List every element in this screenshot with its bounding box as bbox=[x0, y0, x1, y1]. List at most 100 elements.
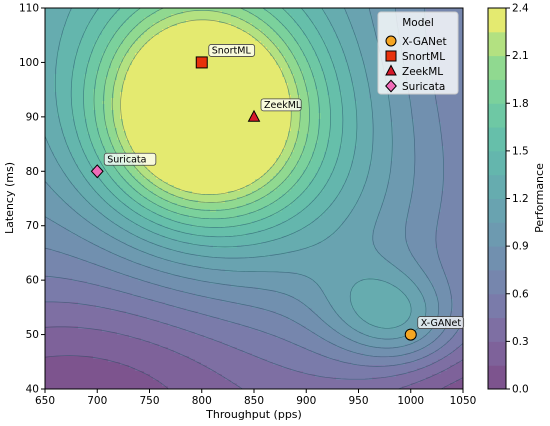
contour-cell bbox=[72, 383, 76, 387]
contour-cell bbox=[84, 56, 88, 60]
contour-cell bbox=[90, 230, 94, 234]
contour-cell bbox=[60, 188, 64, 192]
contour-cell bbox=[84, 326, 88, 330]
contour-cell bbox=[78, 341, 82, 345]
contour-cell bbox=[114, 332, 118, 336]
contour-cell bbox=[96, 320, 100, 324]
contour-cell bbox=[102, 344, 106, 348]
contour-cell bbox=[84, 158, 88, 162]
contour-cell bbox=[69, 29, 73, 33]
contour-cell bbox=[108, 209, 112, 213]
contour-cell bbox=[45, 65, 49, 69]
contour-cell bbox=[123, 8, 127, 12]
contour-cell bbox=[84, 53, 88, 57]
contour-cell bbox=[63, 218, 67, 222]
contour-cell bbox=[84, 110, 88, 114]
contour-cell bbox=[132, 335, 136, 339]
contour-cell bbox=[159, 140, 163, 144]
contour-cell bbox=[147, 254, 151, 258]
contour-cell bbox=[108, 77, 112, 81]
contour-cell bbox=[78, 131, 82, 135]
contour-cell bbox=[111, 287, 115, 291]
contour-cell bbox=[96, 203, 100, 207]
contour-cell bbox=[120, 68, 124, 72]
contour-cell bbox=[153, 263, 157, 267]
contour-cell bbox=[69, 302, 73, 306]
contour-cell bbox=[84, 83, 88, 87]
contour-cell bbox=[63, 164, 67, 168]
contour-cell bbox=[81, 122, 85, 126]
contour-cell bbox=[72, 104, 76, 108]
contour-cell bbox=[114, 146, 118, 150]
contour-cell bbox=[57, 122, 61, 126]
contour-cell bbox=[108, 245, 112, 249]
contour-cell bbox=[150, 113, 154, 117]
contour-cell bbox=[126, 101, 130, 105]
contour-cell bbox=[138, 245, 142, 249]
contour-cell bbox=[87, 179, 91, 183]
contour-cell bbox=[75, 125, 79, 129]
contour-cell bbox=[69, 101, 73, 105]
contour-cell bbox=[123, 89, 127, 93]
contour-cell bbox=[138, 362, 142, 366]
contour-cell bbox=[132, 149, 136, 153]
contour-cell bbox=[78, 65, 82, 69]
contour-cell bbox=[45, 257, 49, 261]
contour-cell bbox=[150, 179, 154, 183]
contour-cell bbox=[153, 332, 157, 336]
contour-cell bbox=[84, 374, 88, 378]
contour-cell bbox=[111, 185, 115, 189]
contour-cell bbox=[87, 365, 91, 369]
contour-cell bbox=[126, 176, 130, 180]
contour-cell bbox=[75, 98, 79, 102]
contour-cell bbox=[126, 368, 130, 372]
contour-cell bbox=[45, 221, 49, 225]
contour-cell bbox=[69, 263, 73, 267]
contour-cell bbox=[84, 11, 88, 15]
contour-cell bbox=[72, 8, 76, 12]
contour-cell bbox=[111, 119, 115, 123]
contour-cell bbox=[48, 125, 52, 129]
contour-cell bbox=[96, 107, 100, 111]
contour-cell bbox=[63, 74, 67, 78]
contour-cell bbox=[135, 68, 139, 72]
contour-cell bbox=[120, 14, 124, 18]
contour-cell bbox=[99, 302, 103, 306]
contour-cell bbox=[102, 380, 106, 384]
contour-cell bbox=[126, 116, 130, 120]
contour-cell bbox=[96, 95, 100, 99]
contour-cell bbox=[108, 260, 112, 264]
contour-cell bbox=[84, 140, 88, 144]
contour-cell bbox=[114, 26, 118, 30]
contour-cell bbox=[72, 206, 76, 210]
contour-cell bbox=[57, 299, 61, 303]
contour-cell bbox=[156, 41, 160, 45]
contour-cell bbox=[99, 134, 103, 138]
contour-cell bbox=[66, 209, 70, 213]
contour-cell bbox=[135, 224, 139, 228]
contour-cell bbox=[90, 11, 94, 15]
contour-cell bbox=[51, 227, 55, 231]
contour-cell bbox=[141, 71, 145, 75]
contour-cell bbox=[105, 251, 109, 255]
contour-cell bbox=[159, 104, 163, 108]
contour-cell bbox=[138, 119, 142, 123]
contour-cell bbox=[144, 386, 148, 389]
contour-cell bbox=[90, 152, 94, 156]
contour-cell bbox=[111, 350, 115, 354]
contour-cell bbox=[126, 107, 130, 111]
contour-cell bbox=[96, 278, 100, 282]
contour-cell bbox=[99, 191, 103, 195]
contour-cell bbox=[150, 197, 154, 201]
contour-cell bbox=[45, 158, 49, 162]
contour-cell bbox=[96, 326, 100, 330]
contour-cell bbox=[75, 59, 79, 63]
contour-cell bbox=[48, 41, 52, 45]
contour-cell bbox=[150, 263, 154, 267]
contour-cell bbox=[99, 176, 103, 180]
contour-cell bbox=[60, 347, 64, 351]
contour-cell bbox=[111, 200, 115, 204]
contour-cell bbox=[108, 323, 112, 327]
contour-cell bbox=[75, 272, 79, 276]
contour-cell bbox=[132, 290, 136, 294]
